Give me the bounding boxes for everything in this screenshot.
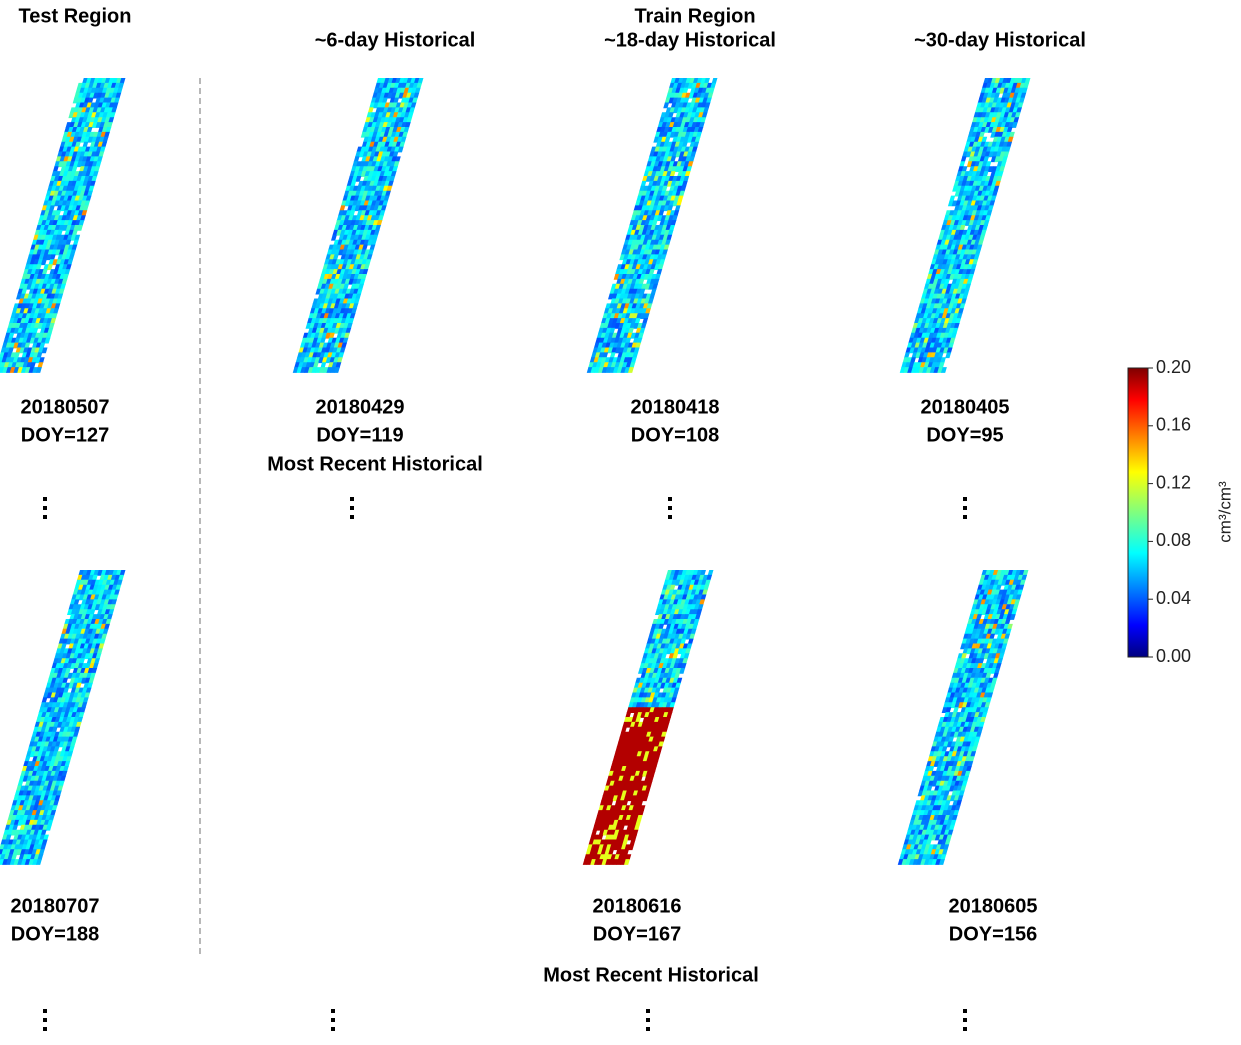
ellipsis (43, 506, 47, 510)
ellipsis (646, 1009, 650, 1013)
header: ~18-day Historical (604, 29, 776, 51)
map-strip (898, 570, 1029, 865)
ellipsis (331, 1009, 335, 1013)
ellipsis (963, 515, 967, 519)
ellipsis (43, 1009, 47, 1013)
header: ~30-day Historical (914, 29, 1086, 51)
header: ~6-day Historical (315, 29, 476, 51)
tick-label: 0.12 (1156, 472, 1191, 492)
tick-label: 0.00 (1156, 646, 1191, 666)
tick-label: 0.20 (1156, 357, 1191, 377)
ellipsis (350, 515, 354, 519)
ellipsis (668, 515, 672, 519)
ellipsis (43, 1018, 47, 1022)
date-label: 20180405 (921, 396, 1010, 418)
ellipsis (350, 497, 354, 501)
map-strip (293, 78, 424, 373)
tick-label: 0.08 (1156, 530, 1191, 550)
doy-label: DOY=119 (316, 424, 403, 446)
ellipsis (646, 1018, 650, 1022)
date-label: 20180507 (21, 396, 110, 418)
doy-label: DOY=188 (11, 923, 99, 945)
date-label: 20180418 (631, 396, 720, 418)
content: 0.00 0.04 0.08 0.12 0.16 0.20 20180507 DOY=127 2… (0, 78, 1191, 1031)
tick-label: 0.04 (1156, 588, 1191, 608)
map-strip (900, 78, 1031, 373)
ellipsis (963, 1009, 967, 1013)
figure: Test Region Train Region ~6-day Historic… (0, 0, 1241, 1040)
ellipsis (43, 515, 47, 519)
note: Most Recent Historical (543, 964, 759, 986)
colorbar-label: cm³/cm³ (1215, 481, 1234, 543)
ellipsis (350, 506, 354, 510)
date-label: 20180605 (949, 895, 1038, 917)
doy-label: DOY=167 (593, 923, 681, 945)
map-strip (587, 78, 718, 373)
ellipsis (668, 497, 672, 501)
doy-label: DOY=127 (21, 424, 109, 446)
map-strip (0, 570, 125, 865)
ellipsis (668, 506, 672, 510)
ellipsis (43, 1027, 47, 1031)
ellipsis (963, 497, 967, 501)
date-label: 20180616 (593, 895, 682, 917)
doy-label: DOY=156 (949, 923, 1037, 945)
tick-label: 0.16 (1156, 415, 1191, 435)
ellipsis (43, 497, 47, 501)
note: Most Recent Historical (267, 453, 483, 475)
date-label: 20180429 (316, 396, 405, 418)
doy-label: DOY=108 (631, 424, 719, 446)
colorbar (1128, 368, 1148, 657)
ellipsis (331, 1027, 335, 1031)
ellipsis (963, 1027, 967, 1031)
ellipsis (963, 1018, 967, 1022)
map-strip (0, 78, 125, 373)
ellipsis (646, 1027, 650, 1031)
map-strip (583, 570, 714, 865)
date-label: 20180707 (11, 895, 100, 917)
ellipsis (331, 1018, 335, 1022)
ellipsis (963, 506, 967, 510)
header: Test Region (19, 5, 132, 27)
doy-label: DOY=95 (926, 424, 1003, 446)
header: Train Region (634, 5, 755, 27)
